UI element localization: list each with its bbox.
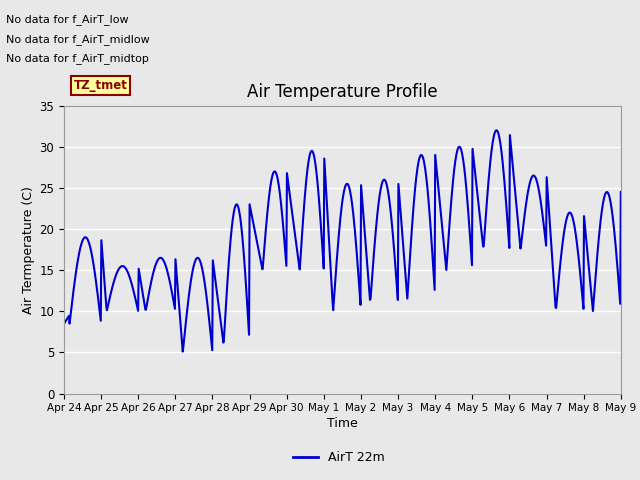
Y-axis label: Air Termperature (C): Air Termperature (C)	[22, 186, 35, 313]
Title: Air Temperature Profile: Air Temperature Profile	[247, 83, 438, 101]
Text: No data for f_AirT_midlow: No data for f_AirT_midlow	[6, 34, 150, 45]
Text: No data for f_AirT_midtop: No data for f_AirT_midtop	[6, 53, 149, 64]
Text: TZ_tmet: TZ_tmet	[74, 79, 127, 92]
Text: No data for f_AirT_low: No data for f_AirT_low	[6, 14, 129, 25]
X-axis label: Time: Time	[327, 418, 358, 431]
Legend: AirT 22m: AirT 22m	[289, 446, 390, 469]
